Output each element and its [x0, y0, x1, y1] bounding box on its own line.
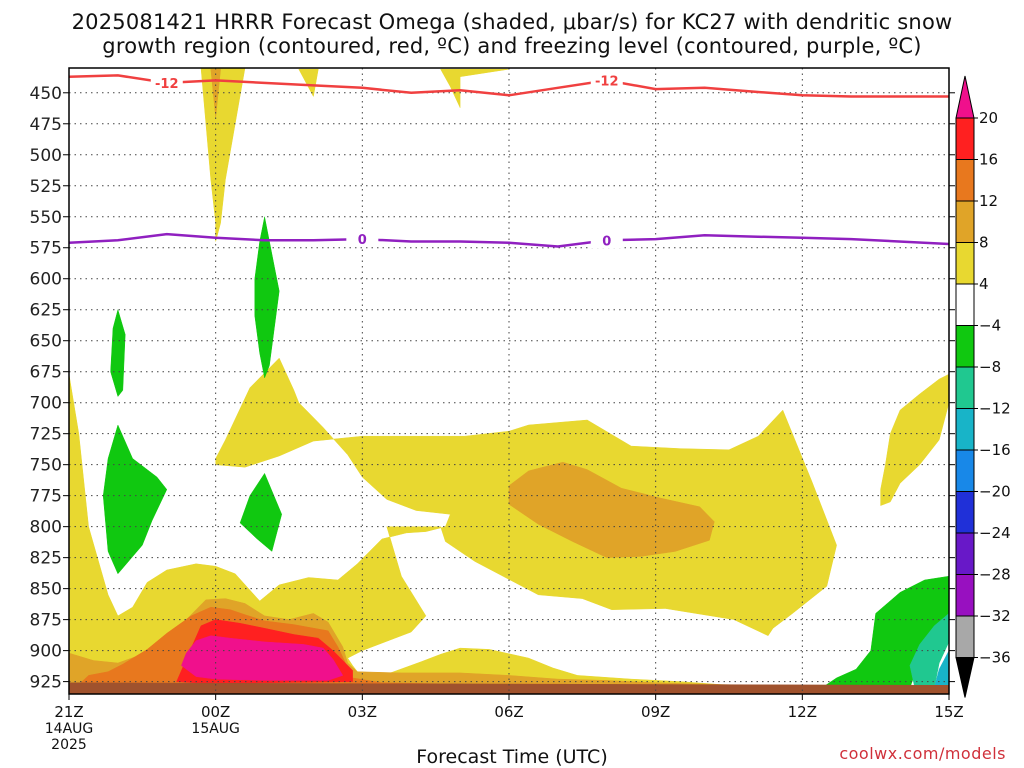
shaded-region-1-1: [508, 461, 715, 558]
shaded-region-0-5: [440, 68, 510, 108]
contour-label-0-1: -12: [595, 74, 619, 89]
chart-title-line-1: 2025081421 HRRR Forecast Omega (shaded, …: [71, 10, 953, 34]
x-tick-label-21Z: 21Z: [54, 703, 83, 721]
grid-lines: [69, 68, 949, 694]
y-tick-label-625: 625: [30, 301, 62, 321]
shaded-region-0-0: [69, 357, 949, 694]
y-tick-label-775: 775: [30, 487, 62, 507]
shaded-region-0-1: [880, 373, 949, 506]
y-tick-label-475: 475: [30, 115, 62, 135]
y-tick-label-850: 850: [30, 580, 62, 600]
colorbar-label-3: 8: [979, 234, 989, 252]
colorbar-swatch-9: [955, 491, 975, 534]
x-tick-sublabel-2025: 2025: [51, 737, 87, 753]
contour-line-1: [69, 232, 949, 248]
contour-label-1-1: 0: [602, 234, 611, 249]
contour-lines: -12 -12 0 0: [69, 72, 949, 249]
colorbar-swatch-4: [955, 283, 975, 326]
colorbar-swatch-8: [955, 449, 975, 492]
shaded-region-5-0: [254, 216, 280, 379]
x-tick-label-09Z: 09Z: [641, 703, 670, 721]
colorbar-swatch-7: [955, 408, 975, 451]
colorbar-label-2: 12: [979, 192, 998, 210]
shaded-region-5-1: [110, 308, 126, 398]
contour-label-0-0: -12: [155, 77, 179, 92]
shaded-regions: [69, 68, 949, 694]
colorbar-label-6: −8: [979, 358, 1001, 376]
y-tick-label-575: 575: [30, 239, 62, 259]
colorbar-label-7: −12: [979, 400, 1011, 418]
x-tick-label-12Z: 12Z: [788, 703, 817, 721]
colorbar-swatch-2: [955, 200, 975, 243]
colorbar-label-4: 4: [979, 275, 989, 293]
y-tick-label-500: 500: [30, 146, 62, 166]
colorbar-swatch-12: [955, 615, 975, 658]
colorbar-label-8: −16: [979, 441, 1011, 459]
contour-line-0: [69, 74, 949, 98]
y-tick-label-800: 800: [30, 518, 62, 538]
colorbar-label-9: −20: [979, 483, 1011, 501]
y-tick-label-825: 825: [30, 549, 62, 569]
y-tick-label-450: 450: [30, 84, 62, 104]
x-tick-sublabel-14AUG: 14AUG: [45, 721, 94, 737]
y-tick-label-875: 875: [30, 611, 62, 631]
colorbar-swatch-10: [955, 532, 975, 575]
y-tick-label-700: 700: [30, 394, 62, 414]
y-tick-label-525: 525: [30, 177, 62, 197]
y-tick-label-550: 550: [30, 208, 62, 228]
shaded-region-5-2: [102, 424, 168, 575]
shaded-region-4-0: [181, 635, 344, 681]
y-tick-label-750: 750: [30, 456, 62, 476]
colorbar-label-1: 16: [979, 151, 998, 169]
colorbar-bottom-cap: [955, 657, 975, 698]
colorbar-swatch-6: [955, 366, 975, 409]
axes: 450 475 500 525 550 575 600 625 650 675 700 725 750 7…: [30, 67, 964, 753]
colorbar: 20 16 12 8 4 −4 −8 −12 −16 −20 −24 −28 −32 −36: [955, 75, 1011, 698]
colorbar-swatch-1: [955, 159, 975, 202]
y-tick-label-675: 675: [30, 363, 62, 383]
shaded-region-6-0: [909, 613, 949, 689]
contour-label-1-0: 0: [358, 233, 367, 248]
credit-link[interactable]: coolwx.com/models: [839, 744, 1006, 763]
x-tick-label-06Z: 06Z: [494, 703, 523, 721]
colorbar-swatch-0: [955, 117, 975, 160]
colorbar-swatch-3: [955, 242, 975, 285]
x-tick-sublabel-15AUG: 15AUG: [191, 721, 240, 737]
chart-title-line-2: growth region (contoured, red, ºC) and f…: [102, 34, 922, 58]
y-tick-label-725: 725: [30, 425, 62, 445]
colorbar-swatch-11: [955, 574, 975, 617]
shaded-region-5-3: [239, 472, 282, 552]
y-tick-label-925: 925: [30, 673, 62, 693]
colorbar-label-12: −32: [979, 607, 1011, 625]
y-tick-label-600: 600: [30, 270, 62, 290]
x-axis-label: Forecast Time (UTC): [416, 746, 608, 768]
colorbar-label-0: 20: [979, 109, 998, 127]
colorbar-label-10: −24: [979, 524, 1011, 542]
colorbar-top-cap: [955, 75, 975, 119]
colorbar-label-13: −36: [979, 649, 1011, 667]
colorbar-label-5: −4: [979, 317, 1001, 335]
colorbar-swatch-5: [955, 325, 975, 368]
shaded-region-0-4: [298, 68, 319, 98]
y-tick-label-650: 650: [30, 332, 62, 352]
y-tick-label-900: 900: [30, 642, 62, 662]
x-tick-label-15Z: 15Z: [934, 703, 963, 721]
x-tick-label-03Z: 03Z: [348, 703, 377, 721]
colorbar-label-11: −28: [979, 566, 1011, 584]
x-tick-label-00Z: 00Z: [201, 703, 230, 721]
